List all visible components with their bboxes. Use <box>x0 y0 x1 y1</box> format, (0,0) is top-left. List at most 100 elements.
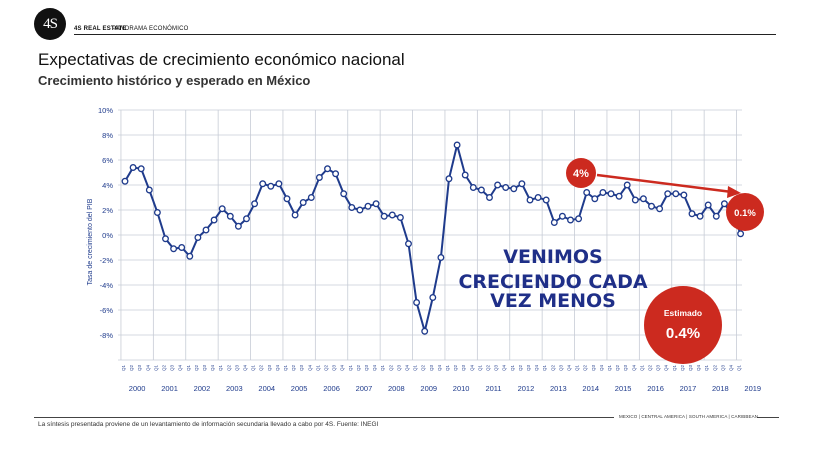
x-year-label: 2000 <box>129 384 146 393</box>
x-quarter-label: Q2 <box>129 365 134 372</box>
x-quarter-label: Q1 <box>218 365 223 372</box>
x-quarter-label: Q2 <box>291 365 296 372</box>
data-point <box>348 204 356 211</box>
data-point <box>518 180 526 188</box>
x-quarter-label: Q4 <box>340 365 345 372</box>
x-year-label: 2016 <box>647 384 664 393</box>
data-point <box>243 215 250 223</box>
x-year-label: 2018 <box>712 384 729 393</box>
data-point <box>542 196 550 204</box>
data-point <box>218 205 226 213</box>
x-quarter-label: Q1 <box>348 365 353 372</box>
x-quarter-label: Q3 <box>332 365 337 372</box>
x-quarter-label: Q3 <box>623 365 628 372</box>
x-quarter-label: Q4 <box>178 365 183 372</box>
x-quarter-label: Q1 <box>153 365 158 372</box>
x-quarter-label: Q3 <box>429 365 434 372</box>
x-quarter-label: Q3 <box>234 365 239 372</box>
end-value-label: 0.1% <box>734 208 756 219</box>
x-quarter-label: Q3 <box>720 365 725 372</box>
x-quarter-label: Q1 <box>542 365 547 372</box>
message-line: VEZ MENOS <box>490 290 616 312</box>
x-quarter-label: Q4 <box>696 365 701 372</box>
x-quarter-label: Q4 <box>243 365 248 372</box>
x-quarter-label: Q2 <box>518 365 523 372</box>
data-point <box>145 186 153 194</box>
x-axis: Q1 Q2 Q3 Q4 Q1 Q2 Q3 Q4 Q1 Q2 Q3 Q4 Q1 Q2 Q3 Q4 Q1 Q2 Q3 Q4… <box>121 365 761 393</box>
company-logo: 4S <box>34 8 66 40</box>
x-year-label: 2010 <box>453 384 470 393</box>
data-point <box>672 190 680 198</box>
data-point <box>445 175 453 183</box>
x-year-label: 2008 <box>388 384 405 393</box>
x-quarter-label: Q3 <box>299 365 304 372</box>
data-point <box>656 205 664 213</box>
data-point <box>137 165 145 173</box>
data-point <box>437 254 445 261</box>
x-quarter-label: Q3 <box>656 365 661 372</box>
x-quarter-label: Q4 <box>599 365 604 372</box>
x-quarter-label: Q1 <box>121 365 126 372</box>
x-year-label: 2014 <box>582 384 599 393</box>
x-quarter-label: Q1 <box>380 365 385 372</box>
trend-arrow-head <box>727 186 741 198</box>
data-point <box>405 240 412 248</box>
data-point <box>307 194 315 201</box>
data-point <box>267 182 275 190</box>
message-line: VENIMOS <box>503 246 602 268</box>
series-line <box>124 144 742 336</box>
footer-divider-right <box>757 417 779 418</box>
x-quarter-label: Q4 <box>502 365 507 372</box>
x-quarter-label: Q2 <box>615 365 620 372</box>
y-axis-label: Tasa de crecimiento del PIB <box>87 198 94 285</box>
data-point <box>639 195 647 203</box>
x-quarter-label: Q3 <box>688 365 693 372</box>
x-quarter-label: Q3 <box>591 365 596 372</box>
data-point <box>170 245 178 253</box>
data-point <box>469 184 477 191</box>
data-point <box>251 200 259 208</box>
data-point <box>526 196 534 204</box>
data-point <box>372 200 380 208</box>
data-point <box>121 177 129 185</box>
data-point <box>599 189 607 196</box>
data-point <box>502 184 510 191</box>
x-quarter-label: Q1 <box>704 365 709 372</box>
x-quarter-label: Q1 <box>607 365 612 372</box>
x-quarter-label: Q3 <box>364 365 369 372</box>
x-quarter-label: Q4 <box>372 365 377 372</box>
data-point <box>202 226 210 234</box>
x-year-label: 2004 <box>258 384 275 393</box>
x-year-label: 2012 <box>518 384 535 393</box>
x-quarter-label: Q3 <box>494 365 499 372</box>
x-year-label: 2001 <box>161 384 178 393</box>
x-quarter-label: Q1 <box>413 365 418 372</box>
data-point <box>413 299 421 306</box>
data-point <box>720 200 728 208</box>
data-point <box>696 212 704 220</box>
x-quarter-label: Q3 <box>526 365 531 372</box>
x-year-label: 2019 <box>744 384 761 393</box>
y-tick-label: 6% <box>102 156 113 165</box>
y-tick-label: 4% <box>102 181 113 190</box>
data-point <box>688 210 696 218</box>
x-quarter-label: Q4 <box>631 365 636 372</box>
data-point <box>664 190 672 198</box>
x-quarter-label: Q3 <box>461 365 466 372</box>
data-point <box>704 201 712 209</box>
data-point <box>648 202 655 210</box>
x-quarter-label: Q2 <box>453 365 458 372</box>
start-value-label: 4% <box>573 168 589 180</box>
x-quarter-label: Q3 <box>137 365 142 372</box>
data-point <box>396 214 404 221</box>
estimate-badge <box>644 286 722 364</box>
x-quarter-label: Q4 <box>145 365 150 372</box>
data-point <box>178 244 186 251</box>
brand-name: 4S REAL ESTATE <box>74 26 127 32</box>
data-point <box>194 234 202 241</box>
data-point <box>315 174 323 181</box>
data-point <box>234 222 242 230</box>
x-quarter-label: Q4 <box>405 365 410 372</box>
section-name: PANORAMA ECONÓMICO <box>112 26 189 32</box>
